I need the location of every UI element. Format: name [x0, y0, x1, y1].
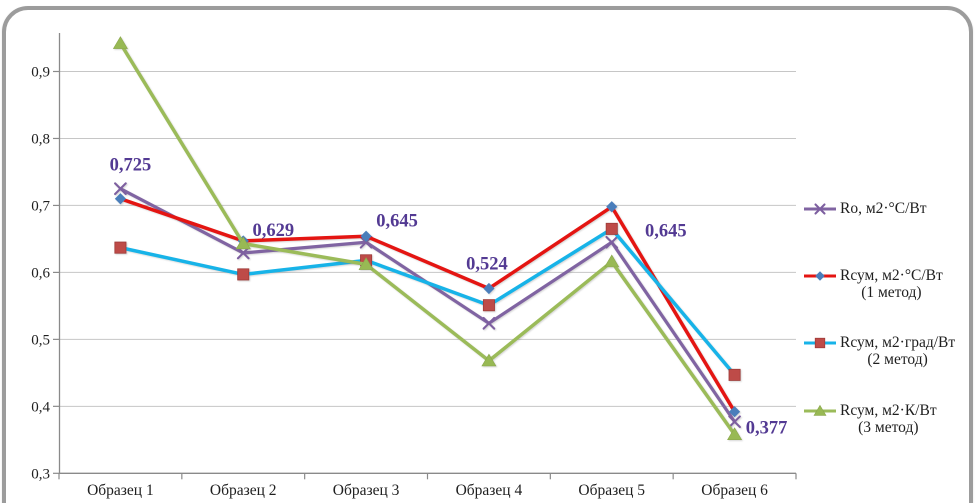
x-category-label: Образец 4 [456, 482, 523, 499]
square-marker-icon [237, 268, 250, 281]
x-marker-icon [728, 415, 741, 429]
diamond-marker-icon [728, 406, 741, 418]
square-marker-icon [114, 241, 127, 254]
data-label: 0,377 [746, 419, 788, 439]
y-tick-label: 0,5 [31, 332, 50, 348]
triangle-marker-icon [727, 427, 743, 440]
series-3 [114, 222, 741, 381]
y-tick-label: 0,9 [31, 64, 50, 80]
y-tick-label: 0,3 [31, 466, 50, 482]
series-line [118, 227, 737, 377]
square-marker-icon [605, 222, 618, 235]
x-category-label: Образец 3 [333, 482, 400, 499]
data-label: 0,629 [252, 221, 294, 241]
triangle-marker-icon [358, 257, 374, 270]
x-marker-icon [236, 246, 250, 260]
series-line [118, 196, 737, 414]
triangle-marker-icon [235, 236, 251, 250]
x-marker-icon [114, 182, 127, 196]
triangle-marker-icon [604, 254, 620, 268]
y-tick-label: 0,6 [31, 265, 50, 281]
diamond-marker-icon [606, 201, 618, 213]
y-tick-label: 0,8 [31, 131, 50, 147]
diamond-marker-icon [360, 230, 372, 242]
x-category-label: Образец 1 [87, 482, 154, 499]
diamond-marker-icon [114, 193, 127, 205]
series-1 [114, 182, 741, 429]
x-marker-icon [605, 235, 619, 249]
square-marker-icon [482, 299, 495, 312]
diamond-marker-icon [483, 282, 495, 295]
data-label: 0,645 [645, 221, 687, 241]
y-tick-label: 0,4 [31, 399, 50, 415]
x-category-label: Образец 6 [701, 482, 768, 499]
data-label: 0,645 [376, 211, 418, 231]
triangle-marker-icon [112, 36, 128, 49]
square-marker-icon [728, 368, 741, 381]
data-label: 0,725 [110, 156, 152, 176]
rounded-frame-border [2, 6, 973, 503]
x-marker-icon [482, 316, 496, 330]
x-category-label: Образец 2 [210, 482, 277, 499]
series-line [118, 41, 737, 437]
series-4 [112, 36, 743, 440]
triangle-marker-icon [481, 353, 497, 367]
x-category-label: Образец 5 [578, 482, 645, 499]
data-label: 0,524 [466, 254, 508, 274]
y-tick-label: 0,7 [31, 198, 50, 214]
